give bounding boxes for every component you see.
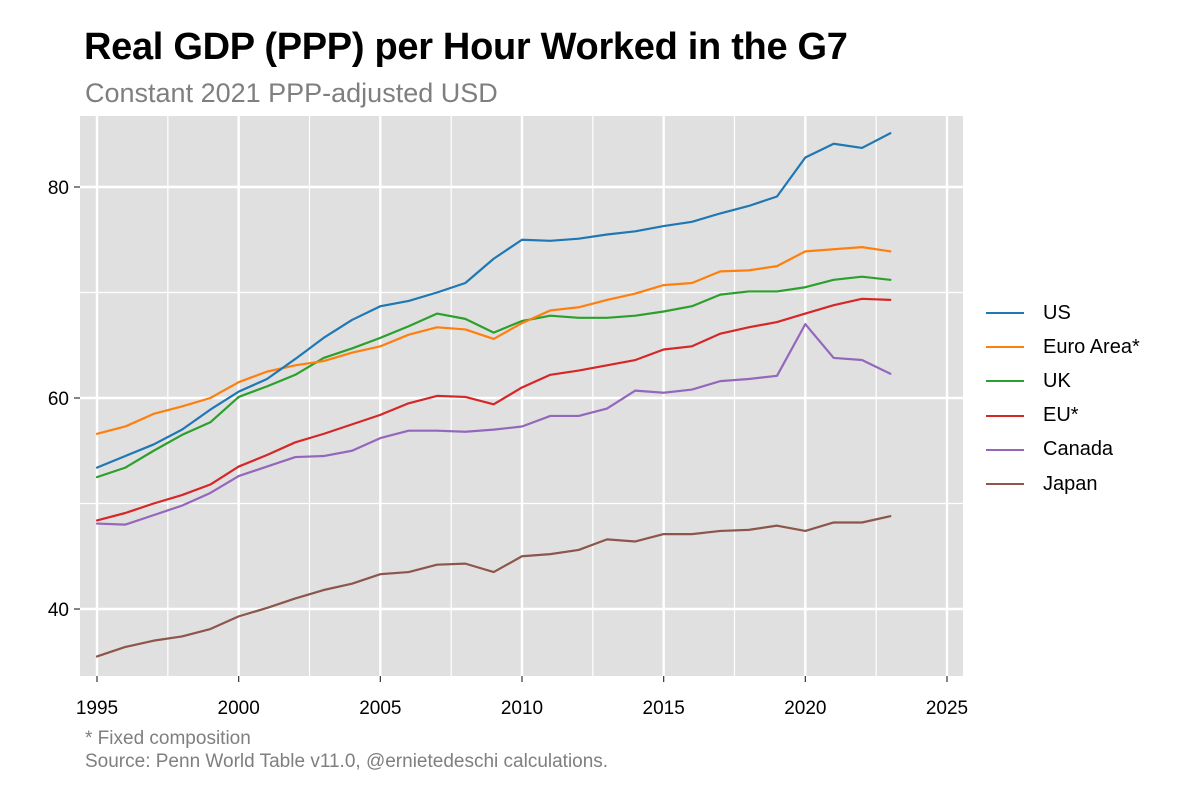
y-tick-label: 80 (48, 178, 69, 199)
chart-title: Real GDP (PPP) per Hour Worked in the G7 (84, 26, 848, 68)
legend-key-line (986, 448, 1024, 451)
chart-subtitle: Constant 2021 PPP-adjusted USD (85, 78, 498, 108)
legend-item: UK (986, 364, 1140, 398)
legend-key-line (986, 380, 1024, 383)
y-axis: 40 60 80 (48, 178, 80, 621)
legend-item: Canada (986, 433, 1140, 467)
x-tick-label: 2010 (501, 698, 543, 719)
legend-key-line (986, 483, 1024, 486)
series-line-euro-area (95, 246, 892, 435)
legend-key-line (986, 346, 1024, 349)
x-tick-label: 2025 (926, 698, 968, 719)
legend-label: Euro Area* (1043, 335, 1140, 358)
legend-key-line (986, 414, 1024, 417)
x-tick-label: 2015 (643, 698, 685, 719)
footnote: * Fixed composition Source: Penn World T… (85, 727, 608, 773)
x-tick-label: 2020 (784, 698, 826, 719)
legend-item: Euro Area* (986, 330, 1140, 364)
legend-label: EU* (1043, 404, 1079, 427)
x-axis: 1995 2000 2005 2010 2015 2020 2025 (76, 676, 968, 719)
x-tick-label: 2005 (359, 698, 401, 719)
legend-label: UK (1043, 369, 1071, 392)
y-tick-label: 40 (48, 600, 69, 621)
legend-label: Japan (1043, 472, 1098, 495)
x-tick-label: 2000 (218, 698, 260, 719)
series-line-us (95, 132, 892, 469)
x-tick-label: 1995 (76, 698, 118, 719)
series-lines (95, 132, 892, 658)
series-line-eu (95, 297, 892, 522)
footnote-fixed-composition: * Fixed composition (85, 728, 251, 749)
y-tick-label: 60 (48, 389, 69, 410)
legend-item: EU* (986, 399, 1140, 433)
legend: US Euro Area* UK EU* Canada Japan (986, 296, 1140, 501)
series-line-uk (95, 275, 892, 479)
legend-key-line (986, 312, 1024, 315)
legend-item: Japan (986, 467, 1140, 501)
gridlines (80, 116, 963, 676)
legend-label: US (1043, 301, 1071, 324)
legend-label: Canada (1043, 438, 1114, 461)
footnote-source: Source: Penn World Table v11.0, @erniete… (85, 751, 609, 772)
series-line-canada (95, 323, 892, 526)
series-line-japan (95, 515, 892, 658)
legend-item: US (986, 296, 1140, 330)
